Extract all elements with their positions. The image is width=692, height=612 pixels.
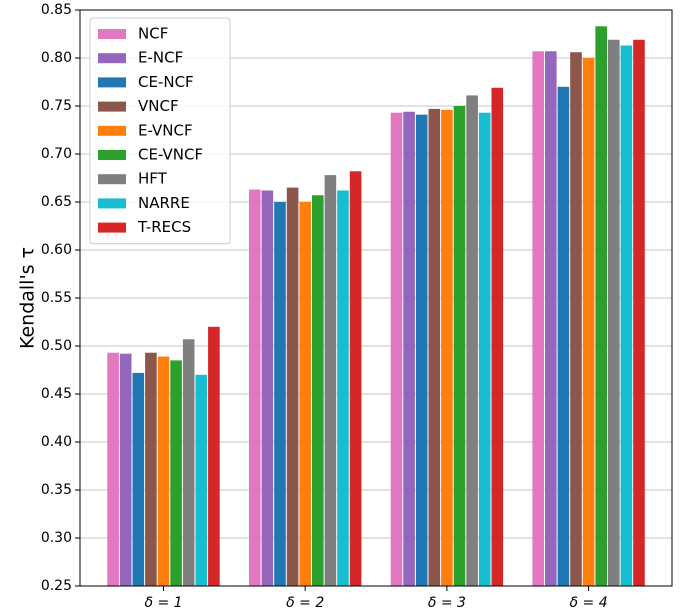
- y-tick-label: 0.80: [41, 50, 72, 66]
- y-tick-label: 0.85: [41, 2, 72, 18]
- bar: [570, 52, 582, 587]
- bar: [453, 106, 466, 586]
- bar: [274, 202, 286, 586]
- y-tick-label: 0.30: [41, 530, 72, 546]
- bar: [107, 352, 119, 586]
- bar: [261, 190, 274, 587]
- legend-swatch: [98, 125, 126, 136]
- x-tick-label: δ = 2: [286, 595, 324, 611]
- legend-label: NCF: [138, 25, 168, 43]
- y-tick-label: 0.40: [41, 434, 72, 450]
- bar: [532, 51, 544, 586]
- bar: [349, 171, 362, 586]
- bar: [403, 111, 415, 586]
- bar: [312, 195, 324, 586]
- legend: NCF E-NCF CE-NCF VNCF E-VNCF CE-VNCF HFT NARRE T…: [89, 17, 231, 245]
- bar: [208, 326, 220, 586]
- bar: [633, 39, 645, 586]
- y-axis-label: Kendall's τ: [17, 247, 39, 349]
- bar: [299, 202, 311, 586]
- bar: [466, 95, 478, 586]
- x-tick-label: δ = 1: [144, 595, 182, 611]
- x-tick-label: δ = 4: [570, 595, 608, 611]
- y-tick-label: 0.55: [41, 290, 72, 306]
- legend-swatch: [98, 53, 126, 64]
- bar: [390, 112, 403, 586]
- plot-frame: [79, 9, 673, 587]
- legend-swatch: [98, 222, 126, 233]
- legend-label: T-RECS: [137, 218, 191, 236]
- legend-swatch: [98, 174, 126, 185]
- bar: [441, 109, 453, 586]
- bar: [157, 356, 170, 586]
- bar: [324, 175, 337, 586]
- legend-swatch: [98, 29, 126, 39]
- bar: [582, 58, 595, 586]
- legend-label: HFT: [138, 170, 168, 188]
- legend-label: CE-NCF: [138, 73, 194, 91]
- bar: [337, 190, 349, 587]
- legend-swatch: [98, 150, 126, 160]
- bar: [170, 360, 182, 586]
- y-tick-label: 0.45: [41, 386, 72, 402]
- bar: [595, 26, 607, 586]
- bar: [545, 51, 557, 586]
- y-tick-label: 0.75: [41, 98, 72, 114]
- bar: [491, 87, 504, 586]
- bar: [415, 114, 428, 586]
- bar: [195, 374, 208, 586]
- bar: [428, 108, 441, 586]
- y-tick-label: 0.35: [41, 482, 72, 498]
- x-tick-label: δ = 3: [428, 595, 466, 611]
- bar: [620, 45, 633, 586]
- legend-swatch: [98, 77, 126, 88]
- y-tick-label: 0.60: [41, 242, 72, 258]
- bar: [286, 187, 299, 586]
- y-tick-label: 0.25: [41, 578, 72, 594]
- bar: [608, 39, 620, 586]
- y-tick-label: 0.65: [41, 194, 72, 210]
- bar: [119, 353, 132, 586]
- legend-swatch: [98, 101, 126, 112]
- legend-label: CE-VNCF: [138, 146, 203, 164]
- bar: [249, 189, 261, 586]
- legend-swatch: [98, 198, 126, 209]
- y-tick-label: 0.50: [41, 338, 72, 354]
- legend-label: NARRE: [138, 194, 190, 212]
- bar: [132, 372, 145, 586]
- bar: [478, 112, 491, 586]
- legend-label: E-VNCF: [138, 121, 193, 139]
- legend-label: E-NCF: [138, 49, 183, 67]
- legend-frame: [89, 17, 231, 245]
- legend-label: VNCF: [138, 97, 179, 115]
- y-tick-label: 0.70: [41, 146, 72, 162]
- bar: [182, 339, 195, 586]
- bar: [145, 352, 157, 586]
- bar: [557, 86, 570, 587]
